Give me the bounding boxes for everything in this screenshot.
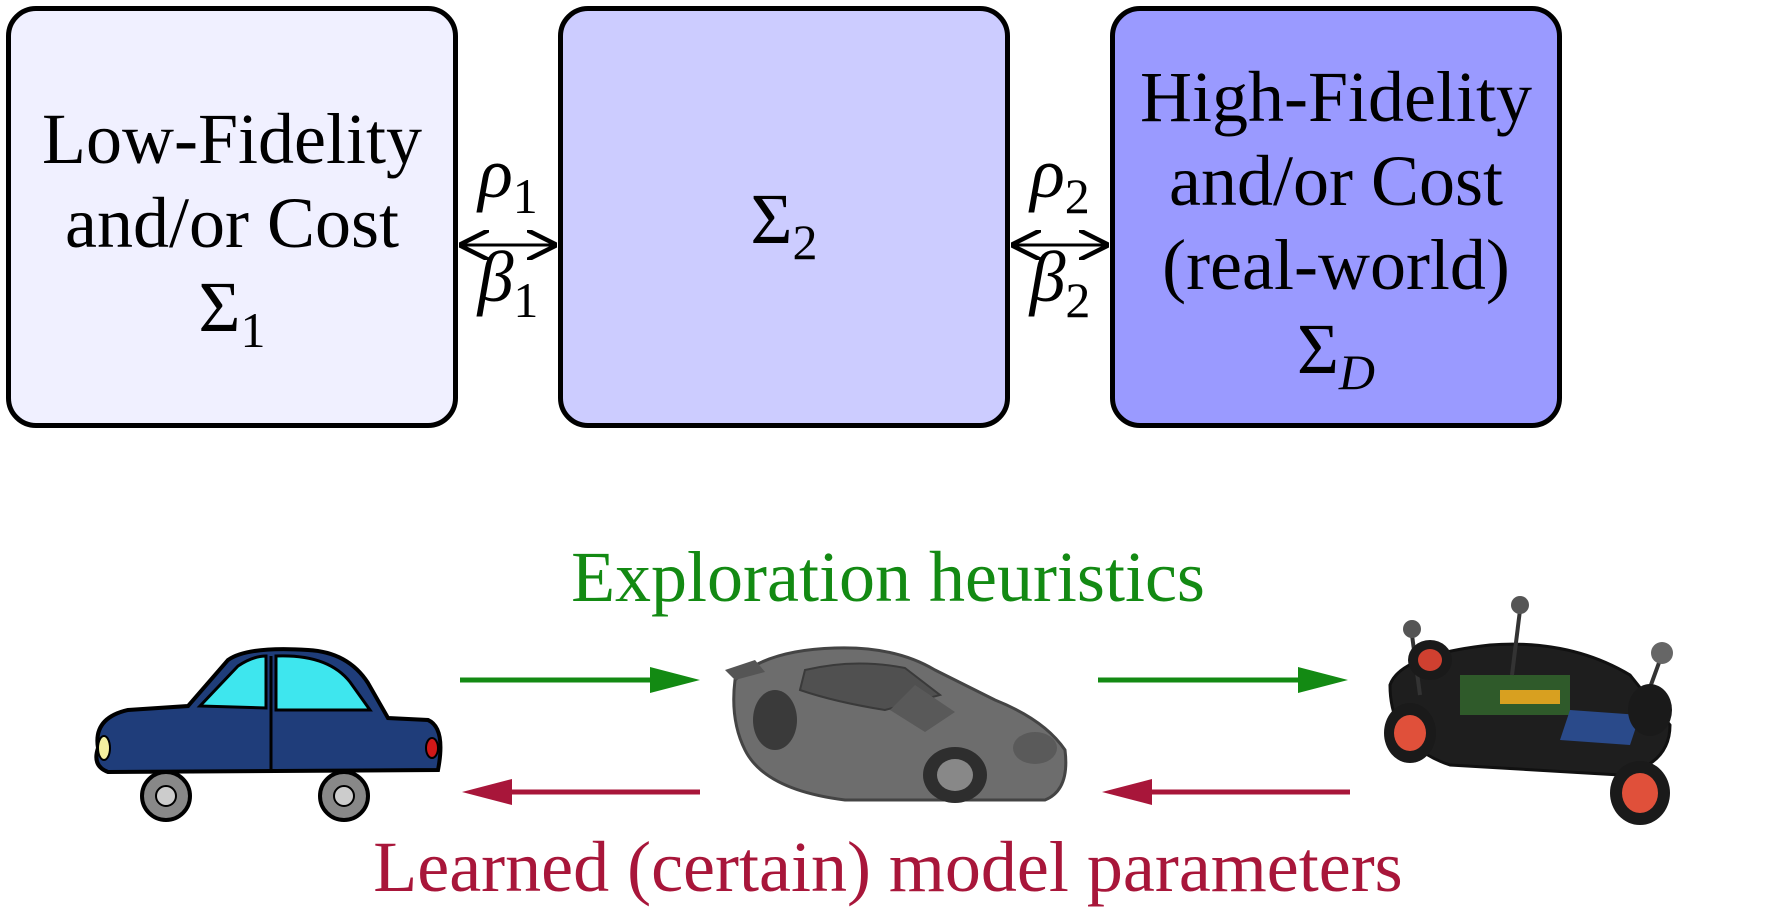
box2-symbol: Σ2 [563, 171, 1005, 290]
green-arrow-2 [1098, 667, 1348, 693]
red-arrow-1 [462, 779, 700, 805]
sigma-d-sub: D [1338, 344, 1375, 400]
box1-symbol: Σ1 [11, 259, 453, 378]
red-arrow-2 [1102, 779, 1350, 805]
sigma-2: Σ [750, 179, 793, 259]
rho-1-label: ρ1 [478, 133, 538, 224]
box3-line2: and/or Cost [1169, 141, 1503, 221]
box3-symbol: ΣD [1115, 301, 1557, 420]
exploration-heuristics-label: Exploration heuristics [571, 537, 1205, 617]
low-fidelity-box: Low-Fidelity and/or Cost Σ1 [6, 6, 458, 428]
sigma-1-sub: 1 [240, 302, 266, 358]
cartoon-car-image [94, 647, 443, 822]
rho-2-label: ρ2 [1030, 133, 1090, 224]
sim-box: Σ2 [558, 6, 1010, 428]
box3-line3: (real-world) [1162, 225, 1510, 305]
box1-line1: Low-Fidelity [42, 99, 422, 179]
real-rc-car-image [1384, 596, 1673, 825]
sigma-1: Σ [198, 267, 241, 347]
box1-line2: and/or Cost [65, 183, 399, 263]
green-arrow-1 [460, 667, 700, 693]
sigma-2-sub: 2 [792, 214, 818, 270]
high-fidelity-box: High-Fidelity and/or Cost (real-world) Σ… [1110, 6, 1562, 428]
box3-line1: High-Fidelity [1140, 57, 1532, 137]
sigma-d: Σ [1296, 309, 1339, 389]
simulated-car-image [725, 646, 1068, 803]
learned-parameters-label: Learned (certain) model parameters [373, 827, 1403, 907]
